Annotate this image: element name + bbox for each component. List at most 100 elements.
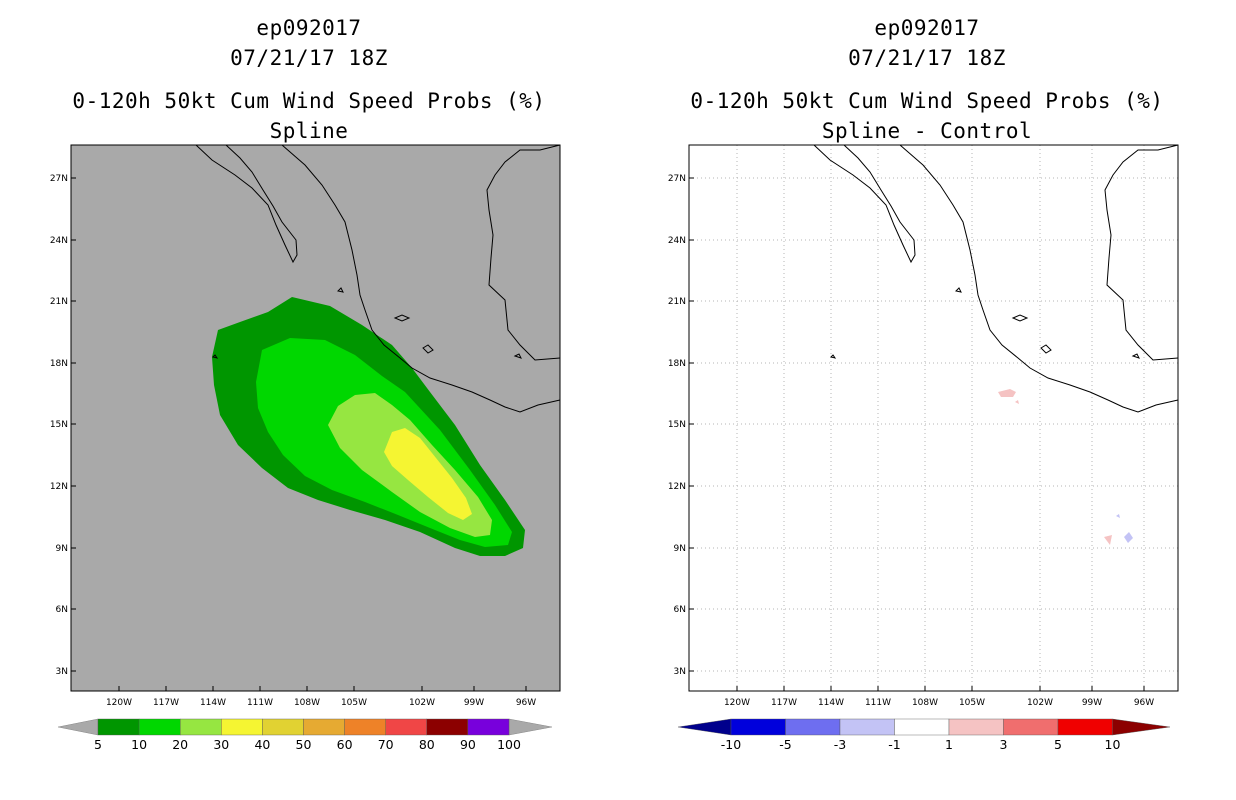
- colorbar-swatch: [1057, 718, 1113, 736]
- lon-tick-label: 120W: [724, 698, 750, 708]
- lat-tick-label: 18N: [50, 359, 68, 369]
- lon-tick-label: 99W: [1082, 698, 1102, 708]
- island-outline: [954, 287, 962, 293]
- lat-tick-label: 6N: [56, 605, 68, 615]
- lat-tick-label: 21N: [668, 297, 686, 307]
- panel-spline: ep092017 07/21/17 18Z 0-120h 50kt Cum Wi…: [50, 16, 561, 752]
- contour-30: [384, 428, 472, 520]
- diff-positive-patch: [1015, 400, 1019, 404]
- colorbar: -10 -5 -3 -1 1 3 5 10: [677, 718, 1171, 752]
- lon-tick-label: 114W: [200, 698, 226, 708]
- colorbar-under-triangle: [57, 718, 99, 736]
- colorbar-label: 80: [419, 737, 435, 752]
- difference-field: [998, 389, 1133, 545]
- lon-tick-label: 111W: [865, 698, 891, 708]
- probability-field: [212, 297, 525, 556]
- map-spline: 120W 117W 114W 111W 108W 105W 102W 99W 96W 27N 24N…: [50, 144, 561, 752]
- lon-tick-label: 105W: [959, 698, 985, 708]
- diff-positive-patch: [998, 389, 1016, 397]
- colorbar-label: 90: [460, 737, 476, 752]
- storm-id-title: ep092017: [256, 16, 362, 40]
- lon-tick-label: 102W: [1027, 698, 1053, 708]
- island-outline: [1040, 344, 1052, 354]
- coastline-segment: [899, 144, 1179, 413]
- lat-tick-label: 3N: [674, 667, 686, 677]
- lat-tick-label: 24N: [668, 236, 686, 246]
- diff-negative-patch: [1116, 514, 1120, 518]
- colorbar-swatch: [344, 718, 386, 736]
- diff-positive-patch: [1104, 535, 1112, 545]
- colorbar-label: 5: [94, 737, 102, 752]
- coastline-segment: [281, 144, 561, 413]
- colorbar-label: 70: [378, 737, 394, 752]
- colorbar-swatch: [97, 718, 140, 736]
- lon-tick-label: 99W: [464, 698, 484, 708]
- colorbar-label: 50: [296, 737, 312, 752]
- method-title: Spline - Control: [821, 119, 1033, 143]
- island-outline: [393, 314, 411, 322]
- lat-tick-label: 15N: [668, 420, 686, 430]
- lat-tick-label: 18N: [668, 359, 686, 369]
- lon-tick-label: 102W: [409, 698, 435, 708]
- datetime-title: 07/21/17 18Z: [230, 46, 388, 70]
- colorbar-label: -5: [779, 737, 791, 752]
- lon-tick-label: 111W: [247, 698, 273, 708]
- colorbar-label: -1: [888, 737, 900, 752]
- colorbar-swatch: [385, 718, 428, 736]
- colorbar-swatch: [948, 718, 1004, 736]
- lon-tick-label: 117W: [771, 698, 797, 708]
- product-title: 0-120h 50kt Cum Wind Speed Probs (%): [72, 89, 546, 113]
- island-outline: [513, 353, 522, 359]
- lat-tick-label: 6N: [674, 605, 686, 615]
- colorbar-label: -10: [721, 737, 741, 752]
- colorbar-label: 60: [337, 737, 353, 752]
- lon-tick-label: 108W: [912, 698, 938, 708]
- map-background: [689, 145, 1178, 691]
- colorbar-under-triangle: [677, 718, 732, 736]
- colorbar-swatch: [426, 718, 469, 736]
- island-outline: [1131, 353, 1140, 359]
- lon-tick-label: 108W: [294, 698, 320, 708]
- lat-tick-label: 9N: [674, 544, 686, 554]
- colorbar-label: 10: [131, 737, 147, 752]
- colorbar: 5 10 20 30 40 50 60 70 80 90 100: [57, 718, 553, 752]
- lon-tick-label: 117W: [153, 698, 179, 708]
- panel-spline-minus-control: ep092017 07/21/17 18Z 0-120h 50kt Cum Wi…: [618, 0, 1236, 800]
- lat-tick-label: 9N: [56, 544, 68, 554]
- lat-tick-label: 24N: [50, 236, 68, 246]
- colorbar-swatch: [730, 718, 786, 736]
- lon-tick-label: 120W: [106, 698, 132, 708]
- colorbar-swatch: [894, 718, 950, 736]
- island-outline: [336, 287, 344, 293]
- colorbar-over-triangle: [1112, 718, 1171, 736]
- colorbar-label: 5: [1054, 737, 1062, 752]
- map-frame: [70, 144, 561, 692]
- colorbar-label: 10: [1105, 737, 1121, 752]
- axis-ticks: 120W 117W 114W 111W 108W 105W 102W 99W 96W 27N 24N…: [668, 174, 1154, 708]
- colorbar-label: 3: [1000, 737, 1008, 752]
- island-outline: [422, 344, 434, 354]
- lat-tick-label: 27N: [668, 174, 686, 184]
- lon-tick-label: 96W: [516, 698, 536, 708]
- colorbar-swatch: [467, 718, 510, 736]
- colorbar-swatch: [221, 718, 263, 736]
- lat-tick-label: 21N: [50, 297, 68, 307]
- coastline-segment: [1104, 144, 1179, 361]
- colorbar-swatch: [303, 718, 345, 736]
- coastline: [813, 144, 1179, 413]
- colorbar-swatch: [1003, 718, 1059, 736]
- colorbar-label: 30: [213, 737, 229, 752]
- island-outline: [212, 354, 219, 359]
- colorbar-label: 1: [945, 737, 953, 752]
- map-difference: 120W 117W 114W 111W 108W 105W 102W 99W 96W 27N 24N…: [668, 144, 1179, 752]
- coastline-segment: [195, 144, 298, 264]
- lat-tick-label: 3N: [56, 667, 68, 677]
- colorbar-label: 20: [172, 737, 188, 752]
- colorbar-over-triangle: [508, 718, 553, 736]
- colorbar-label: -3: [834, 737, 846, 752]
- lon-tick-label: 105W: [341, 698, 367, 708]
- datetime-title: 07/21/17 18Z: [848, 46, 1006, 70]
- colorbar-swatch: [179, 718, 222, 736]
- lat-tick-label: 27N: [50, 174, 68, 184]
- storm-id-title: ep092017: [874, 16, 980, 40]
